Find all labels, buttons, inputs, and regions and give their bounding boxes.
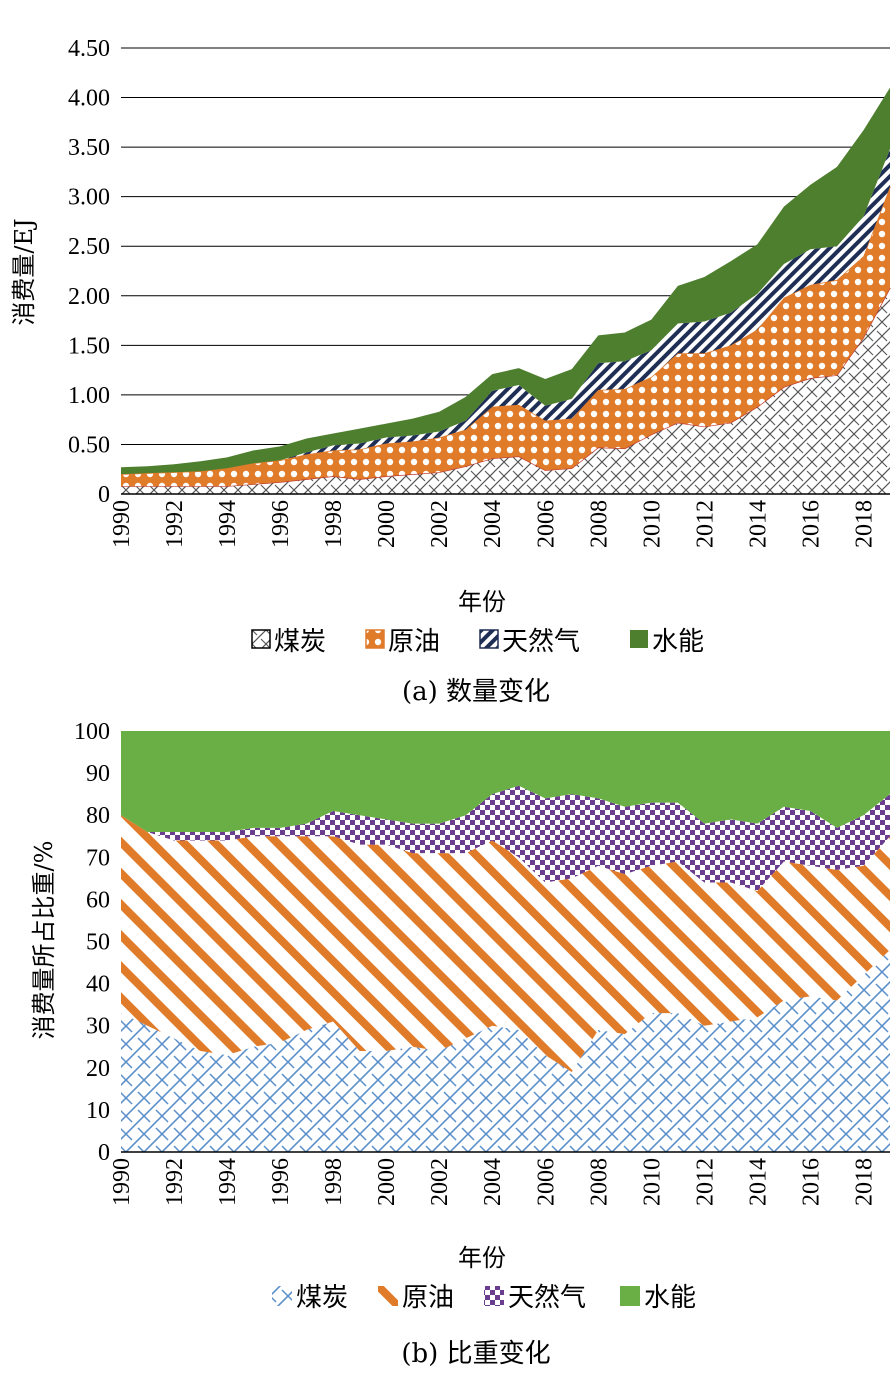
x-tick-label: 1998 — [321, 500, 347, 548]
x-tick-label: 1990 — [109, 500, 135, 548]
legend-swatch-oil — [378, 1286, 398, 1306]
x-tick-label: 2000 — [374, 1158, 400, 1206]
y-tick-labels: 0 10 20 30 40 50 60 70 80 90 100 — [74, 719, 110, 1166]
x-tick-label: 2010 — [639, 1158, 665, 1206]
x-tick-label: 2018 — [851, 500, 877, 548]
x-tick-label: 2002 — [427, 500, 453, 548]
area-gas — [121, 149, 890, 475]
y-tick-label: 2.00 — [68, 284, 110, 310]
x-tick-label: 2018 — [851, 1158, 877, 1206]
x-axis-label: 年份 — [458, 588, 506, 616]
x-tick-label: 1998 — [321, 1158, 347, 1206]
x-tick-label: 2012 — [692, 500, 718, 548]
x-tick-label: 2014 — [745, 500, 771, 548]
area-hydro — [121, 87, 890, 475]
legend-label-oil: 原油 — [402, 1283, 454, 1313]
y-tick-label: 10 — [86, 1098, 110, 1124]
x-tick-label: 2006 — [533, 500, 559, 548]
legend-label-hydro: 水能 — [644, 1283, 696, 1313]
x-tick-label: 1994 — [215, 1158, 241, 1206]
x-tick-label: 2016 — [798, 1158, 824, 1206]
area-hydro — [121, 731, 890, 833]
y-tick-label: 0.50 — [68, 432, 110, 458]
area-oil — [121, 815, 890, 1073]
x-tick-label: 2000 — [374, 500, 400, 548]
y-tick-label: 3.50 — [68, 135, 110, 161]
x-tick-label: 1996 — [268, 1158, 294, 1206]
x-tick-label: 2016 — [798, 500, 824, 548]
chart-quantity: 0 0.50 1.00 1.50 2.00 2.50 3.00 3.50 4.00 4.50 19… — [10, 36, 891, 707]
x-tick-label: 1992 — [162, 1158, 188, 1206]
legend-swatch-hydro — [620, 1286, 640, 1306]
y-tick-label: 40 — [86, 972, 110, 998]
legend-label-coal: 煤炭 — [296, 1283, 348, 1313]
legend-swatch-coal — [272, 1286, 292, 1306]
y-tick-label: 3.00 — [68, 185, 110, 211]
y-tick-label: 0 — [98, 482, 110, 508]
x-tick-label: 1996 — [268, 500, 294, 548]
x-tick-label: 2008 — [586, 500, 612, 548]
y-tick-label: 1.00 — [68, 383, 110, 409]
y-tick-label: 70 — [86, 845, 110, 871]
legend: 煤炭 原油 天然气 水能 — [272, 1283, 696, 1313]
x-tick-label: 2004 — [480, 500, 506, 548]
legend-swatch-coal — [251, 629, 271, 649]
y-tick-label: 1.50 — [68, 333, 110, 359]
area-oil — [121, 186, 890, 487]
y-tick-label: 100 — [74, 719, 110, 745]
caption-a: (a) 数量变化 — [402, 677, 550, 707]
y-axis-label: 消费量所占比重/% — [30, 841, 58, 1040]
gridlines — [121, 47, 890, 445]
x-tick-labels: 1990 1992 1994 1996 1998 2000 2002 2004 2006 2008… — [109, 1158, 877, 1206]
y-tick-labels: 0 0.50 1.00 1.50 2.00 2.50 3.00 3.50 4.00 4.50 — [68, 36, 110, 508]
y-tick-label: 80 — [86, 803, 110, 829]
x-tick-label: 2002 — [427, 1158, 453, 1206]
legend-swatch-hydro — [630, 630, 648, 648]
y-tick-label: 90 — [86, 761, 110, 787]
legend-swatch-gas — [484, 1286, 504, 1306]
x-tick-label: 2012 — [692, 1158, 718, 1206]
x-tick-label: 2004 — [480, 1158, 506, 1206]
legend-label-gas: 天然气 — [502, 627, 580, 657]
x-axis-label: 年份 — [458, 1244, 506, 1272]
x-tick-label: 1992 — [162, 500, 188, 548]
legend-label-hydro: 水能 — [652, 627, 704, 657]
x-tick-label: 1994 — [215, 500, 241, 548]
caption-b: (b) 比重变化 — [401, 1339, 550, 1369]
legend-label-oil: 原油 — [388, 627, 440, 657]
x-tick-labels: 1990 1992 1994 1996 1998 2000 2002 2004 2006 2008… — [109, 500, 877, 548]
y-tick-label: 4.50 — [68, 36, 110, 62]
x-tick-label: 2010 — [639, 500, 665, 548]
stacked-areas — [121, 731, 890, 1152]
x-tick-label: 2008 — [586, 1158, 612, 1206]
y-tick-label: 60 — [86, 887, 110, 913]
area-coal — [121, 949, 890, 1152]
legend-label-coal: 煤炭 — [274, 627, 326, 657]
y-tick-label: 50 — [86, 930, 110, 956]
legend-label-gas: 天然气 — [508, 1283, 586, 1313]
y-tick-label: 2.50 — [68, 234, 110, 260]
area-coal — [121, 287, 890, 494]
x-tick-label: 1990 — [109, 1158, 135, 1206]
x-tick-label: 2006 — [533, 1158, 559, 1206]
area-gas — [121, 785, 890, 891]
legend-swatch-oil — [365, 629, 385, 649]
y-tick-label: 20 — [86, 1056, 110, 1082]
x-tick-label: 2014 — [745, 1158, 771, 1206]
y-tick-label: 30 — [86, 1014, 110, 1040]
y-axis-label: 消费量/EJ — [10, 218, 38, 325]
legend: 煤炭 原油 天然气 水能 — [251, 627, 704, 657]
y-tick-label: 4.00 — [68, 86, 110, 112]
legend-swatch-gas — [479, 629, 499, 649]
stacked-areas — [120, 87, 891, 494]
y-tick-label: 0 — [98, 1140, 110, 1166]
